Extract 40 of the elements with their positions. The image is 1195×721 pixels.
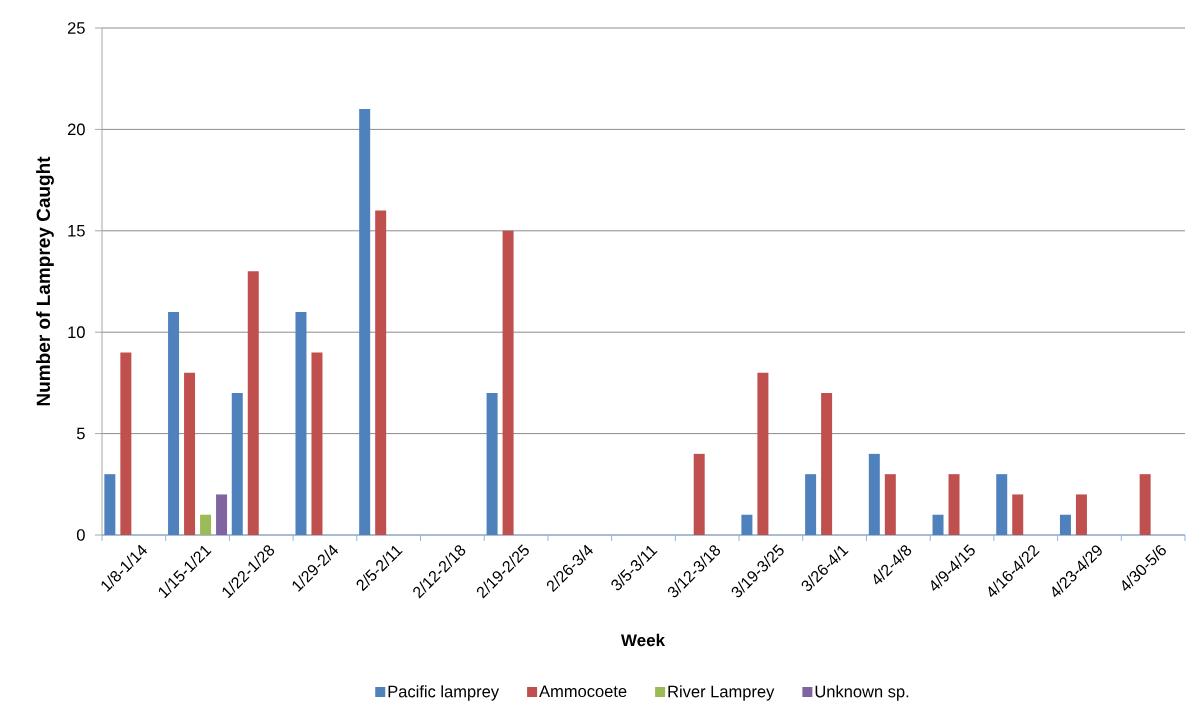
bar bbox=[1139, 474, 1151, 535]
bar bbox=[184, 372, 196, 535]
legend-label: Pacific lamprey bbox=[388, 685, 500, 701]
bar bbox=[359, 109, 371, 535]
bar bbox=[948, 474, 960, 535]
bar bbox=[821, 393, 833, 535]
y-tick-label: 0 bbox=[76, 529, 85, 541]
bar bbox=[120, 352, 132, 535]
bar bbox=[104, 474, 116, 535]
bar bbox=[200, 514, 212, 535]
bar bbox=[884, 474, 896, 535]
bar bbox=[741, 514, 753, 535]
y-axis-title: Number of Lamprey Caught bbox=[36, 156, 54, 406]
bar bbox=[932, 514, 944, 535]
bar bbox=[1012, 494, 1024, 535]
legend-label: Ammocoete bbox=[539, 685, 627, 698]
y-tick-label: 25 bbox=[67, 22, 85, 34]
y-tick-label: 10 bbox=[68, 326, 85, 339]
bar bbox=[805, 474, 817, 535]
bar bbox=[311, 352, 323, 535]
legend-label: Unknown sp. bbox=[815, 685, 909, 701]
bar bbox=[502, 230, 514, 535]
y-tick-label: 15 bbox=[68, 225, 85, 237]
bar bbox=[693, 453, 705, 535]
bar bbox=[247, 271, 259, 535]
bar bbox=[486, 393, 498, 535]
bar bbox=[996, 474, 1008, 535]
y-tick-label: 5 bbox=[76, 427, 85, 440]
legend-label: River Lamprey bbox=[668, 685, 775, 701]
bar bbox=[1075, 494, 1087, 535]
bar bbox=[168, 311, 180, 535]
bar bbox=[231, 393, 243, 535]
bar bbox=[1059, 514, 1071, 535]
y-tick-label: 20 bbox=[67, 123, 85, 136]
x-axis-title: Week bbox=[620, 633, 666, 647]
bar bbox=[757, 372, 769, 535]
bar bbox=[295, 311, 307, 535]
bar bbox=[375, 210, 387, 535]
bar bbox=[868, 453, 880, 535]
bar bbox=[216, 494, 228, 535]
